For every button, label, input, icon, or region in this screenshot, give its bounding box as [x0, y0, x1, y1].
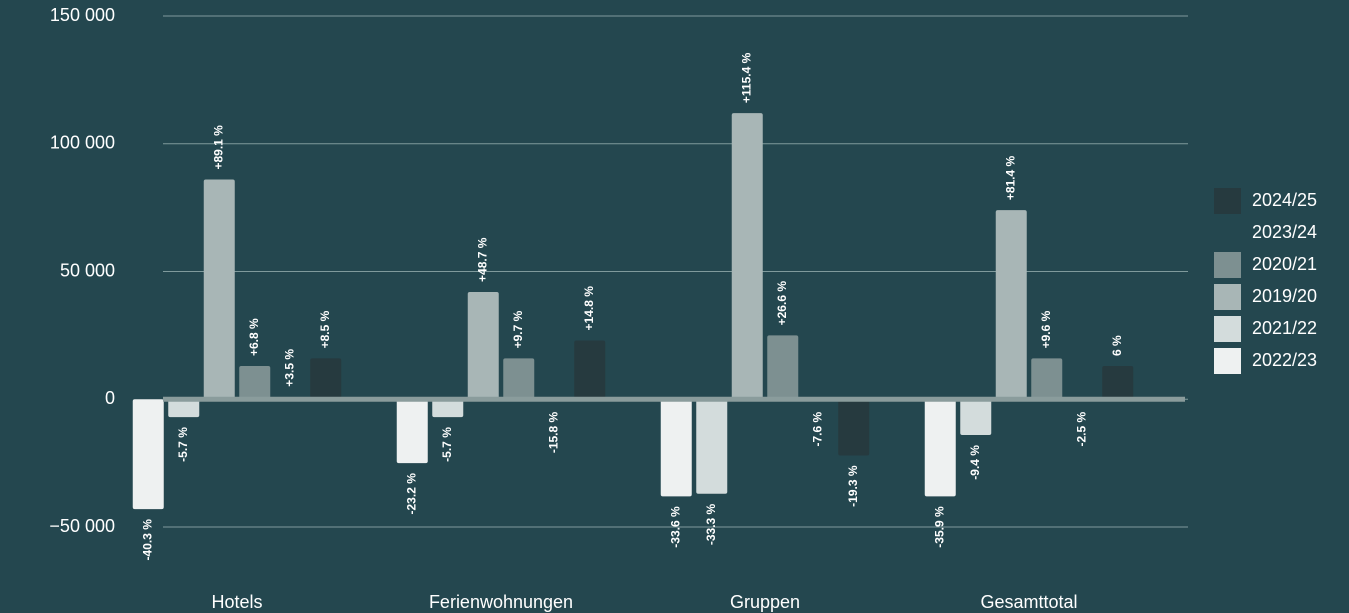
legend-label: 2022/23 — [1252, 350, 1317, 370]
bar — [924, 399, 956, 497]
legend-swatch — [1214, 316, 1241, 342]
value-label: -23.2 % — [404, 473, 418, 515]
value-label: -35.9 % — [932, 506, 946, 548]
value-label: -9.4 % — [968, 445, 982, 480]
y-tick-label: −50 000 — [49, 516, 115, 536]
value-label: -2.5 % — [1074, 411, 1088, 446]
value-label: -33.3 % — [704, 503, 718, 545]
value-label: -15.8 % — [546, 411, 560, 453]
x-tick-label: Ferienwohnungen — [429, 592, 573, 612]
legend-swatch — [1214, 252, 1241, 278]
bar — [960, 399, 992, 436]
value-label: +6.8 % — [247, 318, 261, 356]
bar — [132, 399, 164, 510]
bar — [432, 399, 464, 418]
legend-swatch — [1214, 348, 1241, 374]
value-label: +9.6 % — [1039, 310, 1053, 348]
y-tick-label: 100 000 — [50, 133, 115, 153]
legend-label: 2019/20 — [1252, 286, 1317, 306]
legend-swatch — [1214, 284, 1241, 310]
bar — [1031, 358, 1063, 400]
value-label: +14.8 % — [582, 286, 596, 331]
x-tick-label: Hotels — [211, 592, 262, 612]
bar — [310, 358, 342, 400]
bar — [467, 291, 499, 400]
value-label: +8.5 % — [318, 310, 332, 348]
value-label: +115.4 % — [739, 52, 753, 103]
y-tick-label: 0 — [105, 388, 115, 408]
value-label: -19.3 % — [846, 465, 860, 507]
bar — [731, 113, 763, 400]
value-label: -5.7 % — [176, 427, 190, 462]
x-tick-label: Gesamttotal — [980, 592, 1077, 612]
legend-label: 2024/25 — [1252, 190, 1317, 210]
value-label: 6 % — [1110, 335, 1124, 356]
bar — [203, 179, 235, 400]
bar — [396, 399, 428, 464]
bar — [1102, 366, 1134, 400]
value-label: +3.5 % — [282, 349, 296, 387]
bar — [767, 335, 799, 400]
value-label: +9.7 % — [511, 310, 525, 348]
bar — [503, 358, 535, 400]
value-label: +48.7 % — [475, 237, 489, 282]
value-label: -7.6 % — [810, 411, 824, 446]
y-tick-label: 150 000 — [50, 5, 115, 25]
value-label: +81.4 % — [1003, 155, 1017, 200]
value-label: +26.6 % — [775, 281, 789, 326]
bar — [838, 399, 870, 456]
value-label: +89.1 % — [211, 125, 225, 170]
legend-label: 2023/24 — [1252, 222, 1317, 242]
legend-label: 2020/21 — [1252, 254, 1317, 274]
legend-swatch — [1214, 188, 1241, 214]
y-tick-label: 50 000 — [60, 260, 115, 280]
bar — [660, 399, 692, 497]
x-tick-label: Gruppen — [730, 592, 800, 612]
value-label: -33.6 % — [668, 506, 682, 548]
bar — [168, 399, 200, 418]
bar — [995, 210, 1027, 400]
bar — [574, 340, 606, 400]
bar — [696, 399, 728, 494]
value-label: -5.7 % — [440, 427, 454, 462]
legend-swatch — [1214, 220, 1241, 246]
value-label: -40.3 % — [140, 519, 154, 561]
legend-label: 2021/22 — [1252, 318, 1317, 338]
bar — [239, 366, 271, 400]
